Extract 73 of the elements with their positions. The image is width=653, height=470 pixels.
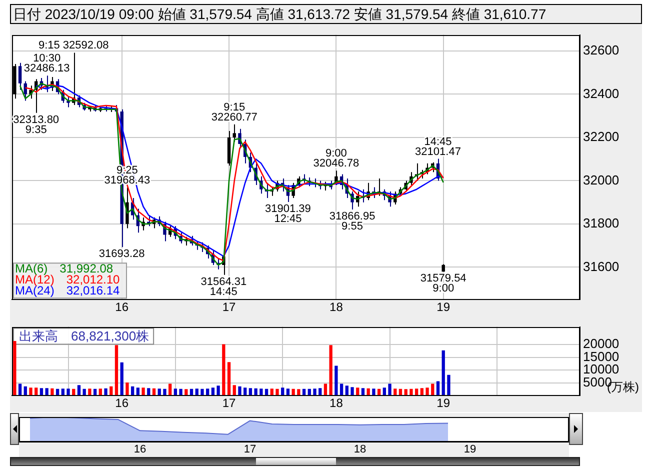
bar [350,387,354,396]
annotation: 31866.95 9:55 [329,210,376,232]
x-tick-label: 19 [436,396,450,410]
y-tick-label: 32600 [583,42,620,58]
x-tick-label: 17 [222,396,236,410]
bar [163,388,166,396]
y-tick-label: 20000 [583,336,620,352]
x-tick-label: 18 [330,396,344,410]
bar [276,388,279,396]
y-tick-label: 32000 [583,172,620,188]
bar [442,350,445,396]
bar [66,388,70,396]
bar [313,388,316,396]
x-tick-label: 16 [115,396,129,410]
bar [142,388,145,396]
annotation: 10:30 32486.13 [24,52,70,75]
bar [222,344,226,396]
annotation: 9:15 32592.08 [38,40,109,52]
text: MA(6) 31,992.08 [15,262,114,276]
chart-title: 出来高 68,821,300株 [19,328,150,344]
bar [179,388,182,396]
bar [254,388,258,396]
y-tick-label: 10000 [583,362,620,377]
annotation: 31901.39 12:45 [265,203,311,226]
bar [77,385,81,396]
annotation: 9:00 32046.78 [313,148,360,170]
bar [238,386,242,396]
bar [426,388,429,396]
y-tick-label: 32200 [583,129,620,144]
y-tick-label: 31600 [583,258,620,274]
x-tick-label: 19 [436,300,450,314]
annotation: 32313.80 9:35 [13,114,60,136]
x-tick-label: 18 [330,300,344,314]
bar [297,389,300,396]
bar [200,388,204,396]
bar [388,384,392,396]
bar [216,386,220,396]
candlestick [18,62,22,90]
annotation: 31564.31 14:45 [200,276,247,298]
annotation: 14:45 32101.47 [415,136,461,158]
chart-title: 日付 2023/10/19 09:00 始値 31,579.54 高値 31,613.72 安値 31,579.54 終値 31,610.77 [10,4,642,24]
bar [329,345,332,396]
bar [13,340,16,396]
bar [227,362,231,396]
x-tick-label: 19 [464,443,476,456]
annotation: 31579.54 9:00 [420,272,466,295]
bar [334,366,338,396]
bar [104,388,108,396]
y-tick-label: 31800 [583,216,620,231]
x-tick-label: 16 [115,300,129,314]
x-tick-label: 18 [354,443,366,456]
bar [120,362,124,396]
bar [50,388,54,396]
y-tick-label: 15000 [583,348,620,364]
bar [410,388,413,396]
x-tick-label: 17 [244,443,256,456]
bar [292,388,295,396]
y-tick-label: 32400 [583,86,620,101]
bar [232,385,236,396]
bar [29,388,32,396]
bar [345,386,348,396]
bar [372,388,376,396]
x-tick-label: 16 [134,443,146,456]
annotation: 31693.28 [98,248,145,260]
candlestick [232,124,236,142]
annotation: 9:15 32260.77 [211,101,258,124]
bar [126,382,129,396]
bar [436,381,440,396]
x-tick-label: 17 [222,300,236,314]
bar [447,374,450,396]
bar [260,388,263,396]
bar [88,388,92,396]
bar [114,345,118,396]
